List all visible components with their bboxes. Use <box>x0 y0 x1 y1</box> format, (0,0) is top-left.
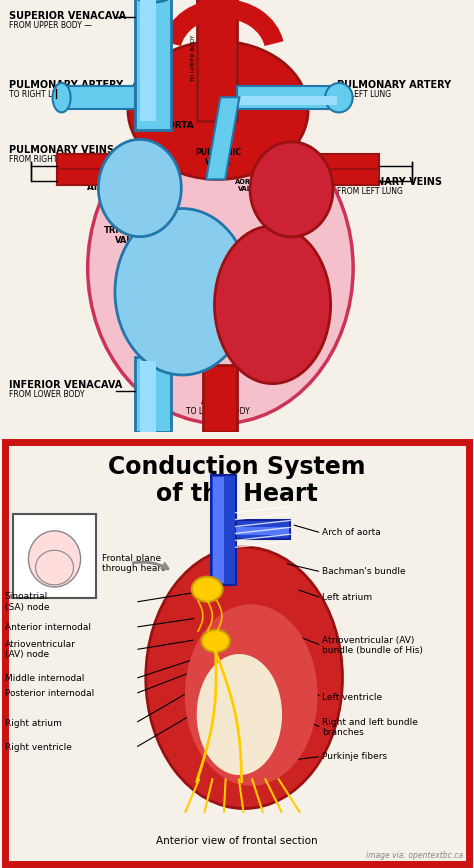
Text: Posterior internodal: Posterior internodal <box>5 689 94 698</box>
Text: LEFT
VENTRICLE: LEFT VENTRICLE <box>246 286 302 306</box>
Ellipse shape <box>53 83 71 112</box>
Text: PULMONARY ARTERY: PULMONARY ARTERY <box>9 80 124 90</box>
Text: Right ventricle: Right ventricle <box>5 743 72 753</box>
Text: Conduction System
of the Heart: Conduction System of the Heart <box>108 455 366 506</box>
Text: SUPERIOR VENACAVA: SUPERIOR VENACAVA <box>9 10 127 21</box>
Ellipse shape <box>185 604 318 786</box>
Text: Frontal plane
through heart: Frontal plane through heart <box>102 554 164 573</box>
FancyBboxPatch shape <box>135 357 171 432</box>
Text: Anterior internodal: Anterior internodal <box>5 622 91 632</box>
Text: LEFT
ATRIUM: LEFT ATRIUM <box>270 177 309 196</box>
FancyBboxPatch shape <box>237 95 337 105</box>
Text: Left atrium: Left atrium <box>322 594 373 602</box>
Text: INFERIOR VENACAVA: INFERIOR VENACAVA <box>9 380 123 391</box>
Ellipse shape <box>201 630 230 652</box>
FancyBboxPatch shape <box>237 87 339 108</box>
Text: Anterior view of frontal section: Anterior view of frontal section <box>156 836 318 846</box>
Text: PULMONIC
VALVE: PULMONIC VALVE <box>195 148 241 168</box>
FancyBboxPatch shape <box>320 154 379 169</box>
Text: MITRAL
VALVE: MITRAL VALVE <box>250 234 285 254</box>
Text: PULMONARY ARTERY: PULMONARY ARTERY <box>337 80 451 90</box>
Text: PULMONARY VEINS: PULMONARY VEINS <box>9 145 115 155</box>
Ellipse shape <box>135 0 171 2</box>
Ellipse shape <box>214 226 330 384</box>
Text: FROM UPPER BODY —: FROM UPPER BODY — <box>9 21 92 30</box>
FancyBboxPatch shape <box>203 365 237 432</box>
Text: Atrioventricular (AV)
bundle (bundle of His): Atrioventricular (AV) bundle (bundle of … <box>322 635 423 655</box>
FancyBboxPatch shape <box>197 0 237 121</box>
FancyBboxPatch shape <box>140 0 156 121</box>
Ellipse shape <box>197 654 282 775</box>
Ellipse shape <box>88 112 353 424</box>
FancyBboxPatch shape <box>320 169 379 185</box>
Ellipse shape <box>191 576 223 602</box>
Text: Sinoatrial
(SA) node: Sinoatrial (SA) node <box>5 593 49 612</box>
Text: Bachman's bundle: Bachman's bundle <box>322 568 406 576</box>
Ellipse shape <box>250 141 333 237</box>
Text: FROM LOWER BODY: FROM LOWER BODY <box>9 391 85 399</box>
Ellipse shape <box>98 140 181 237</box>
FancyBboxPatch shape <box>13 514 96 598</box>
FancyBboxPatch shape <box>57 169 116 185</box>
FancyBboxPatch shape <box>57 154 116 169</box>
Text: Purkinje fibers: Purkinje fibers <box>322 752 387 761</box>
Text: RIGHT
VENTRICLE: RIGHT VENTRICLE <box>151 273 207 293</box>
Ellipse shape <box>115 208 250 375</box>
Text: TO LOWER BODY: TO LOWER BODY <box>186 407 250 416</box>
Text: RIGHT
ATRIUM: RIGHT ATRIUM <box>87 173 126 192</box>
Text: image via: opentextbc.ca: image via: opentextbc.ca <box>366 852 463 860</box>
Text: AORTA: AORTA <box>161 121 195 130</box>
Text: TO LEFT LUNG: TO LEFT LUNG <box>337 90 391 99</box>
FancyBboxPatch shape <box>213 477 224 582</box>
FancyBboxPatch shape <box>236 527 289 536</box>
Text: TO LOWER BODY: TO LOWER BODY <box>208 36 221 86</box>
FancyBboxPatch shape <box>211 475 236 585</box>
Ellipse shape <box>128 41 308 180</box>
Text: TO UPPER BODY: TO UPPER BODY <box>191 35 196 82</box>
Text: FROM LEFT LUNG: FROM LEFT LUNG <box>337 187 402 196</box>
Text: Middle internodal: Middle internodal <box>5 674 84 683</box>
Text: FROM RIGHT LUNG: FROM RIGHT LUNG <box>9 155 82 164</box>
FancyBboxPatch shape <box>62 87 135 108</box>
Text: Arch of aorta: Arch of aorta <box>322 529 381 537</box>
Text: Right and left bundle
branches: Right and left bundle branches <box>322 718 418 737</box>
Text: AORTIC
VALVE: AORTIC VALVE <box>235 179 263 192</box>
Text: TRICUSPID
VALVE: TRICUSPID VALVE <box>104 226 154 246</box>
FancyBboxPatch shape <box>140 361 156 432</box>
Ellipse shape <box>325 83 353 112</box>
Text: AORTA: AORTA <box>201 397 235 405</box>
FancyBboxPatch shape <box>135 0 171 129</box>
Text: Atrioventricular
(AV) node: Atrioventricular (AV) node <box>5 640 76 660</box>
FancyBboxPatch shape <box>236 521 290 539</box>
Text: TO RIGHT LUNG: TO RIGHT LUNG <box>9 90 70 99</box>
Text: PULMONARY VEINS: PULMONARY VEINS <box>337 177 442 187</box>
Text: Left ventricle: Left ventricle <box>322 693 383 701</box>
Ellipse shape <box>146 547 343 809</box>
Text: Right atrium: Right atrium <box>5 719 62 727</box>
Ellipse shape <box>36 550 73 585</box>
Ellipse shape <box>28 531 81 587</box>
Polygon shape <box>206 97 239 180</box>
